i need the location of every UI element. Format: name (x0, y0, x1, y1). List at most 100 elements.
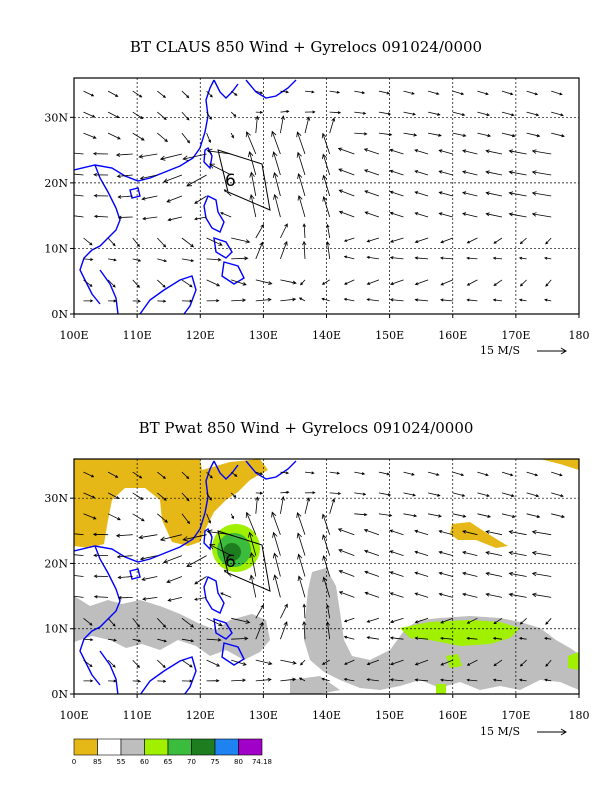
wind-vector (462, 550, 478, 556)
coastline-visayas (213, 236, 233, 259)
wind-vector (280, 279, 297, 285)
wind-vector (92, 532, 109, 537)
wind-vector (92, 151, 109, 156)
wind-vector (249, 171, 257, 197)
wind-vector (230, 513, 234, 520)
wind-vector (206, 237, 223, 246)
wind-vector (230, 90, 238, 96)
wind-vector (181, 258, 195, 263)
wind-vector (280, 90, 290, 94)
wind-vector (485, 170, 503, 176)
wind-vector (462, 191, 478, 197)
wind-vector (440, 256, 453, 260)
wind-vector (403, 471, 415, 476)
wind-vector (378, 471, 391, 476)
wind-vector (280, 110, 290, 114)
wind-vector (132, 132, 145, 141)
colorbar-label: 55 (117, 758, 126, 766)
wind-vector (485, 571, 503, 577)
wind-vector (343, 297, 355, 302)
wind-vector (181, 237, 195, 248)
wind-vector (186, 555, 207, 567)
wind-vector (297, 194, 306, 218)
wind-vector (167, 216, 182, 222)
wind-vector (366, 678, 379, 682)
wind-vector (462, 592, 478, 598)
wind-vector (296, 532, 306, 556)
wind-vector (304, 116, 311, 134)
wind-vector (403, 111, 416, 116)
wind-vector (107, 513, 121, 521)
wind-vector (414, 550, 429, 556)
wind-vector (116, 554, 133, 559)
wind-vector (414, 659, 429, 666)
wind-vector (427, 471, 440, 476)
wind-vector (223, 189, 232, 197)
wind-vector (304, 110, 316, 114)
lon-tick-label: 170E (501, 329, 530, 342)
wind-vector (354, 513, 368, 517)
wind-vector (272, 531, 281, 556)
wind-vector (157, 679, 167, 683)
wind-vector (389, 617, 404, 624)
wind-vector (132, 258, 142, 262)
wind-vector (338, 570, 355, 577)
wind-vector (74, 595, 84, 598)
wind-vector (414, 191, 429, 197)
wind-vector (162, 555, 183, 564)
wind-vector (326, 223, 331, 239)
wind-vector (296, 151, 306, 176)
wind-vector (302, 240, 307, 259)
wind-vector (181, 679, 193, 683)
wind-vector (83, 257, 94, 261)
wind-vector (452, 132, 467, 137)
wind-vector (322, 534, 331, 556)
wind-vector (508, 191, 527, 197)
wind-vector (466, 237, 478, 244)
wind-vector (551, 111, 564, 117)
wind-vector (132, 638, 142, 643)
lon-tick-label: 170E (501, 709, 530, 722)
wind-vector (438, 191, 453, 197)
wind-vector (329, 111, 342, 115)
wind-vector (321, 677, 330, 682)
wind-vector (477, 111, 490, 117)
wind-vector (329, 117, 336, 134)
wind-vector (493, 279, 503, 287)
wind-vector (255, 659, 273, 666)
wind-vector (157, 471, 166, 479)
wind-vector (518, 298, 527, 302)
wind-vector (255, 496, 260, 514)
wind-vector (438, 149, 453, 155)
wind-vector (462, 170, 478, 176)
wind-vector (231, 678, 247, 683)
wind-vector (138, 534, 158, 540)
colorbar-label: 74.18 (252, 758, 272, 766)
wind-vector (220, 212, 232, 218)
wind-vector (304, 90, 315, 94)
wind-vector (245, 511, 257, 535)
wind-vector (115, 152, 133, 157)
vector-key: 15 M/S (480, 344, 567, 357)
wind-vector (139, 555, 158, 561)
wind-vector (414, 592, 429, 598)
lon-tick-label: 130E (249, 329, 278, 342)
colorbar-swatch (97, 738, 122, 756)
wind-vector (363, 169, 380, 176)
wind-vector (280, 496, 285, 514)
wind-vector (518, 637, 527, 640)
shade-lime-east (568, 652, 579, 670)
wind-vector (83, 132, 97, 139)
coastline-china (74, 460, 215, 563)
wind-vector (390, 659, 404, 666)
coastlines (74, 79, 297, 314)
wind-vector (544, 256, 552, 260)
wind-vector (280, 471, 290, 475)
coastline-japan (245, 460, 297, 480)
gyre-label: 6 (225, 552, 236, 572)
coastline-korea (213, 79, 239, 99)
wind-vector (526, 513, 541, 519)
colorbar-label: 75 (211, 758, 220, 766)
wind-vector (366, 617, 380, 623)
wind-vector (93, 214, 109, 219)
